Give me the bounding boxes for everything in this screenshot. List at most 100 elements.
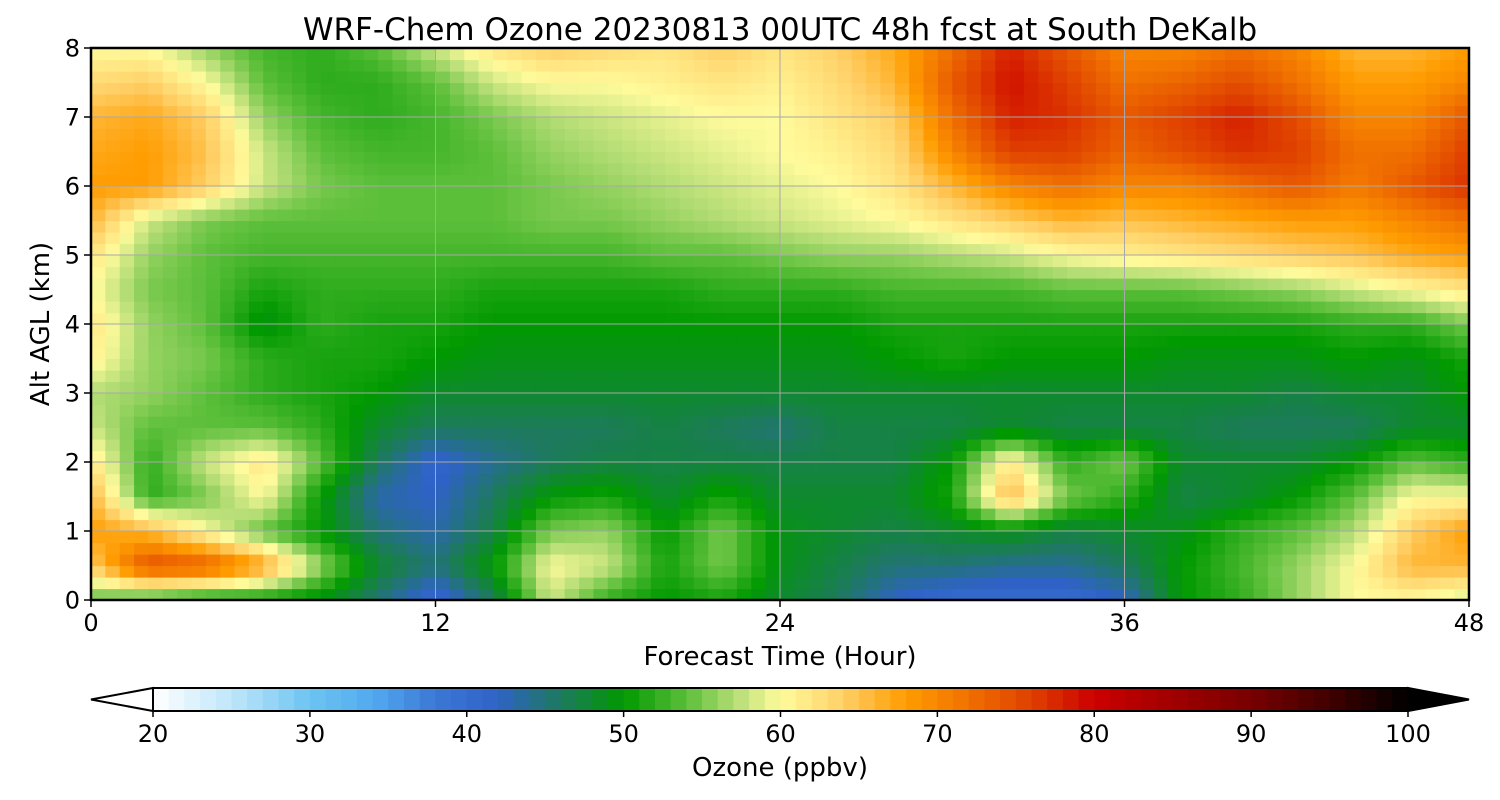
heatmap-cell	[478, 485, 494, 498]
heatmap-cell	[980, 220, 996, 233]
heatmap-cell	[894, 117, 910, 130]
heatmap-cell	[392, 174, 408, 187]
heatmap-cell	[535, 48, 551, 61]
heatmap-cell	[1354, 197, 1370, 210]
heatmap-cell	[1354, 427, 1370, 440]
heatmap-cell	[205, 128, 221, 141]
heatmap-cell	[550, 370, 566, 383]
heatmap-cell	[1196, 266, 1212, 279]
heatmap-cell	[1081, 82, 1097, 95]
heatmap-cell	[1038, 554, 1054, 567]
heatmap-cell	[607, 531, 623, 544]
heatmap-cell	[1038, 312, 1054, 325]
heatmap-cell	[105, 439, 121, 452]
heatmap-cell	[464, 220, 480, 233]
heatmap-cell	[1224, 197, 1240, 210]
heatmap-cell	[923, 82, 939, 95]
heatmap-cell	[1067, 565, 1083, 578]
heatmap-cell	[363, 117, 379, 130]
heatmap-cell	[1411, 266, 1427, 279]
heatmap-cell	[794, 565, 810, 578]
colorbar-swatch	[733, 688, 750, 711]
heatmap-cell	[636, 531, 652, 544]
heatmap-cell	[1081, 324, 1097, 337]
heatmap-cell	[1095, 427, 1111, 440]
heatmap-cell	[177, 577, 193, 590]
heatmap-cell	[765, 335, 781, 348]
heatmap-cell	[105, 255, 121, 268]
heatmap-cell	[306, 439, 322, 452]
heatmap-cell	[1239, 347, 1255, 360]
heatmap-cell	[535, 473, 551, 486]
heatmap-cell	[205, 416, 221, 429]
heatmap-cell	[1138, 289, 1154, 302]
heatmap-cell	[765, 48, 781, 61]
heatmap-cell	[952, 393, 968, 406]
heatmap-cell	[148, 209, 164, 222]
heatmap-cell	[105, 163, 121, 176]
heatmap-cell	[1440, 255, 1456, 268]
heatmap-cell	[837, 439, 853, 452]
heatmap-cell	[335, 485, 350, 498]
heatmap-cell	[521, 416, 537, 429]
heatmap-cell	[220, 485, 236, 498]
colorbar-swatch	[655, 688, 672, 711]
heatmap-cell	[995, 301, 1011, 314]
heatmap-cell	[736, 427, 752, 440]
heatmap-cell	[780, 462, 795, 475]
heatmap-cell	[952, 312, 968, 325]
heatmap-cell	[1095, 48, 1111, 61]
heatmap-cell	[980, 427, 996, 440]
heatmap-cell	[823, 151, 839, 164]
heatmap-cell	[1224, 531, 1240, 544]
heatmap-cell	[1339, 416, 1355, 429]
heatmap-cell	[1354, 312, 1370, 325]
heatmap-cell	[880, 531, 896, 544]
heatmap-cell	[435, 427, 451, 440]
heatmap-cell	[435, 128, 451, 141]
heatmap-cell	[306, 140, 322, 153]
heatmap-cell	[248, 105, 264, 118]
heatmap-cell	[952, 94, 968, 107]
heatmap-cell	[248, 531, 264, 544]
heatmap-cell	[808, 393, 824, 406]
heatmap-cell	[693, 48, 709, 61]
heatmap-cell	[765, 473, 781, 486]
heatmap-cell	[909, 416, 925, 429]
heatmap-cell	[277, 462, 293, 475]
heatmap-cell	[1325, 71, 1341, 84]
heatmap-cell	[177, 370, 193, 383]
heatmap-cell	[392, 220, 408, 233]
heatmap-cell	[693, 462, 709, 475]
heatmap-cell	[363, 289, 379, 302]
heatmap-cell	[1153, 462, 1169, 475]
heatmap-cell	[349, 393, 365, 406]
colorbar-swatch	[309, 688, 327, 711]
colorbar-swatch	[623, 688, 640, 711]
heatmap-cell	[823, 404, 839, 417]
heatmap-cell	[1110, 519, 1126, 532]
heatmap-cell	[119, 577, 135, 590]
heatmap-cell	[1124, 335, 1140, 348]
heatmap-cell	[593, 243, 609, 256]
heatmap-cell	[277, 531, 293, 544]
heatmap-cell	[751, 588, 767, 601]
heatmap-cell	[1311, 335, 1327, 348]
heatmap-cell	[1081, 531, 1097, 544]
heatmap-cell	[1196, 439, 1212, 452]
heatmap-cell	[679, 565, 695, 578]
heatmap-cell	[1138, 117, 1154, 130]
heatmap-cell	[1181, 358, 1197, 371]
heatmap-cell	[291, 473, 307, 486]
heatmap-cell	[1196, 462, 1212, 475]
heatmap-cell	[521, 577, 537, 590]
heatmap-cell	[622, 174, 638, 187]
heatmap-cell	[91, 565, 106, 578]
heatmap-cell	[521, 519, 537, 532]
heatmap-cell	[1253, 542, 1269, 555]
heatmap-cell	[191, 255, 207, 268]
heatmap-cell	[1067, 301, 1083, 314]
heatmap-cell	[665, 462, 681, 475]
heatmap-cell	[765, 393, 781, 406]
heatmap-cell	[521, 140, 537, 153]
